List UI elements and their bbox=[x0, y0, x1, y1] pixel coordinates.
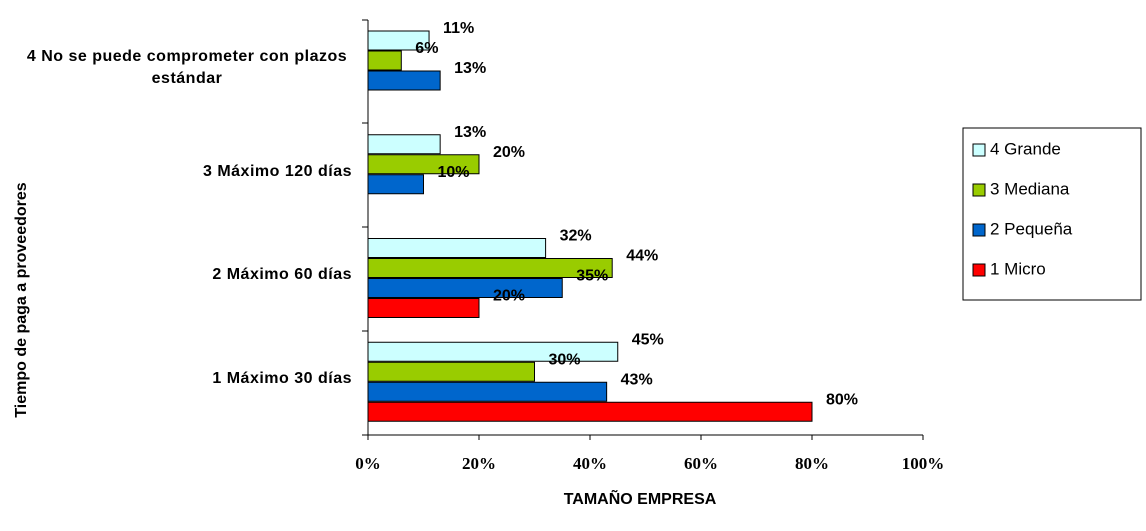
data-label: 43% bbox=[621, 371, 653, 388]
bar bbox=[367, 401, 813, 422]
bar bbox=[367, 70, 441, 91]
bar bbox=[367, 238, 547, 258]
legend-label: 1 Micro bbox=[990, 259, 1046, 278]
data-label: 10% bbox=[438, 164, 470, 181]
bar bbox=[367, 361, 535, 382]
data-label: 20% bbox=[493, 144, 525, 161]
x-tick-label: 100% bbox=[902, 454, 945, 473]
bar bbox=[367, 258, 613, 278]
data-label: 80% bbox=[826, 391, 858, 408]
x-tick-label: 20% bbox=[462, 454, 496, 473]
data-label: 44% bbox=[626, 248, 658, 265]
x-tick-label: 80% bbox=[795, 454, 829, 473]
data-label: 20% bbox=[493, 288, 525, 305]
category-label: 2 Máximo 60 días bbox=[212, 266, 352, 284]
category-label: 4 No se puede comprometer con plazos est… bbox=[26, 47, 348, 87]
data-label: 35% bbox=[576, 268, 608, 285]
legend-label: 2 Pequeña bbox=[990, 219, 1073, 238]
data-label: 45% bbox=[632, 331, 664, 348]
legend-swatch bbox=[972, 183, 986, 197]
x-tick-label: 40% bbox=[573, 454, 607, 473]
category-ticks bbox=[362, 19, 368, 436]
bar bbox=[367, 278, 563, 298]
data-label: 32% bbox=[560, 228, 592, 245]
x-tick-label: 0% bbox=[355, 454, 381, 473]
category-label: 3 Máximo 120 días bbox=[202, 162, 352, 180]
bar bbox=[367, 134, 441, 155]
data-label: 11% bbox=[443, 20, 474, 37]
legend-label: 3 Mediana bbox=[990, 179, 1070, 198]
x-axis-title: TAMAÑO EMPRESA bbox=[564, 488, 717, 508]
data-label: 30% bbox=[549, 351, 581, 368]
bar bbox=[367, 381, 608, 402]
data-label: 6% bbox=[415, 40, 438, 57]
bar bbox=[367, 298, 480, 318]
bar bbox=[367, 50, 402, 71]
bar bbox=[367, 341, 619, 362]
data-label: 13% bbox=[454, 124, 486, 141]
data-label: 13% bbox=[454, 60, 486, 77]
bar bbox=[367, 30, 430, 51]
bar bbox=[367, 174, 424, 195]
category-label: 1 Máximo 30 días bbox=[212, 370, 352, 388]
bar bbox=[367, 154, 480, 175]
legend-swatch bbox=[972, 223, 986, 237]
legend-box bbox=[962, 127, 1142, 301]
x-tick-label: 60% bbox=[684, 454, 718, 473]
legend-label: 4 Grande bbox=[990, 139, 1061, 158]
legend-swatch bbox=[972, 143, 986, 157]
y-axis-title: Tiempo de paga a proveedores bbox=[13, 182, 30, 417]
legend-swatch bbox=[972, 263, 986, 277]
